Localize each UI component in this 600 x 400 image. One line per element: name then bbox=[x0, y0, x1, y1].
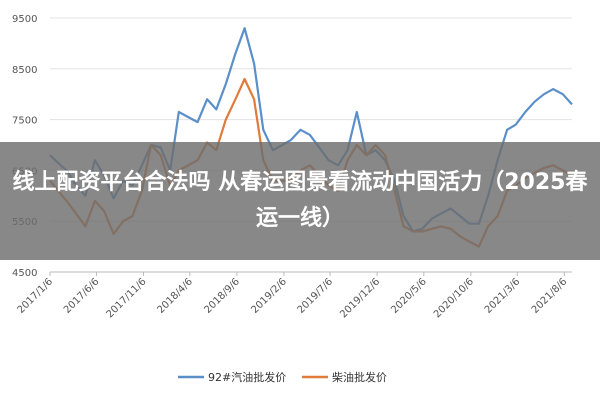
x-tick-label: 2019/2/6 bbox=[250, 276, 290, 316]
x-tick-label: 2017/6/6 bbox=[62, 276, 102, 316]
x-tick-label: 2019/12/6 bbox=[338, 276, 382, 320]
x-tick-label: 2017/11/6 bbox=[105, 276, 149, 320]
x-tick-label: 2017/1/6 bbox=[16, 276, 56, 316]
x-axis: 2017/1/6 2017/6/6 2017/11/6 2018/4/6 2018/9/… bbox=[16, 271, 572, 320]
x-tick-label: 2020/10/6 bbox=[432, 276, 476, 320]
x-tick-label: 2021/8/6 bbox=[530, 276, 570, 316]
legend: 92#汽油批发价 柴油批发价 bbox=[178, 370, 387, 384]
headline-text: 线上配资平台合法吗 从春运图景看流动中国活力（2025春运一线） bbox=[12, 170, 588, 231]
x-tick-label: 2018/4/6 bbox=[155, 276, 195, 316]
y-tick-label: 8500 bbox=[12, 65, 37, 76]
x-tick-label: 2021/3/6 bbox=[483, 276, 523, 316]
headline-banner: 线上配资平台合法吗 从春运图景看流动中国活力（2025春运一线） bbox=[0, 142, 600, 260]
y-tick-label: 4500 bbox=[12, 268, 37, 279]
x-tick-label: 2018/9/6 bbox=[202, 276, 242, 316]
legend-label-0: 92#汽油批发价 bbox=[208, 370, 286, 384]
x-tick-label: 2019/7/6 bbox=[296, 276, 336, 316]
y-tick-label: 7500 bbox=[12, 116, 37, 127]
legend-label-1: 柴油批发价 bbox=[332, 370, 387, 384]
x-tick-label: 2020/5/6 bbox=[389, 276, 429, 316]
y-tick-label: 9500 bbox=[12, 14, 37, 25]
